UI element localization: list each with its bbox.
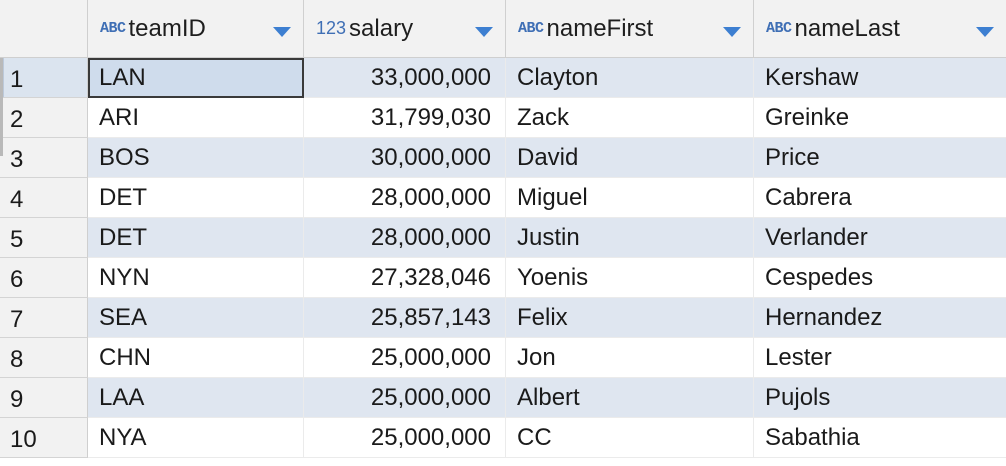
- cell-teamid[interactable]: BOS: [88, 138, 304, 178]
- row-number[interactable]: 3: [0, 138, 88, 178]
- cell-namelast[interactable]: Sabathia: [754, 418, 1006, 458]
- column-header-namelast[interactable]: ABC nameLast: [754, 0, 1006, 58]
- cell-namefirst[interactable]: Zack: [506, 98, 754, 138]
- chevron-down-icon[interactable]: [273, 27, 291, 37]
- text-type-icon: ABC: [518, 20, 544, 37]
- cell-namefirst[interactable]: CC: [506, 418, 754, 458]
- cell-namelast[interactable]: Cespedes: [754, 258, 1006, 298]
- cell-namefirst[interactable]: Yoenis: [506, 258, 754, 298]
- cell-salary[interactable]: 25,857,143: [304, 298, 506, 338]
- grid-corner[interactable]: [0, 0, 88, 58]
- window-edge: [0, 138, 3, 156]
- cell-teamid[interactable]: NYN: [88, 258, 304, 298]
- cell-salary[interactable]: 31,799,030: [304, 98, 506, 138]
- row-number[interactable]: 9: [0, 378, 88, 418]
- text-type-icon: ABC: [766, 20, 792, 37]
- text-type-icon: ABC: [100, 20, 126, 37]
- cell-salary[interactable]: 33,000,000: [304, 58, 506, 98]
- chevron-down-icon[interactable]: [475, 27, 493, 37]
- cell-namefirst[interactable]: Jon: [506, 338, 754, 378]
- row-number[interactable]: 5: [0, 218, 88, 258]
- cell-teamid[interactable]: ARI: [88, 98, 304, 138]
- column-header-namefirst[interactable]: ABC nameFirst: [506, 0, 754, 58]
- cell-teamid[interactable]: DET: [88, 218, 304, 258]
- column-header-teamid[interactable]: ABC teamID: [88, 0, 304, 58]
- chevron-down-icon[interactable]: [723, 27, 741, 37]
- cell-teamid[interactable]: DET: [88, 178, 304, 218]
- cell-namelast[interactable]: Verlander: [754, 218, 1006, 258]
- window-edge: [0, 58, 3, 146]
- cell-namelast[interactable]: Price: [754, 138, 1006, 178]
- row-number[interactable]: 4: [0, 178, 88, 218]
- column-name: salary: [349, 14, 414, 42]
- cell-teamid[interactable]: NYA: [88, 418, 304, 458]
- row-number[interactable]: 6: [0, 258, 88, 298]
- cell-salary[interactable]: 28,000,000: [304, 218, 506, 258]
- column-header-salary[interactable]: 123 salary: [304, 0, 506, 58]
- cell-salary[interactable]: 25,000,000: [304, 378, 506, 418]
- row-number[interactable]: 1: [0, 58, 88, 98]
- cell-namefirst[interactable]: David: [506, 138, 754, 178]
- cell-namefirst[interactable]: Miguel: [506, 178, 754, 218]
- cell-namelast[interactable]: Pujols: [754, 378, 1006, 418]
- cell-teamid[interactable]: LAN: [88, 58, 304, 98]
- cell-namelast[interactable]: Kershaw: [754, 58, 1006, 98]
- cell-namefirst[interactable]: Albert: [506, 378, 754, 418]
- cell-namefirst[interactable]: Clayton: [506, 58, 754, 98]
- cell-teamid[interactable]: CHN: [88, 338, 304, 378]
- cell-namelast[interactable]: Lester: [754, 338, 1006, 378]
- cell-teamid[interactable]: LAA: [88, 378, 304, 418]
- cell-namefirst[interactable]: Felix: [506, 298, 754, 338]
- chevron-down-icon[interactable]: [976, 27, 994, 37]
- cell-namelast[interactable]: Hernandez: [754, 298, 1006, 338]
- cell-namelast[interactable]: Greinke: [754, 98, 1006, 138]
- cell-salary[interactable]: 28,000,000: [304, 178, 506, 218]
- cell-salary[interactable]: 25,000,000: [304, 418, 506, 458]
- row-number[interactable]: 10: [0, 418, 88, 458]
- row-number[interactable]: 8: [0, 338, 88, 378]
- number-type-icon: 123: [316, 18, 347, 38]
- cell-teamid[interactable]: SEA: [88, 298, 304, 338]
- cell-namelast[interactable]: Cabrera: [754, 178, 1006, 218]
- cell-salary[interactable]: 25,000,000: [304, 338, 506, 378]
- column-name: nameLast: [794, 14, 900, 42]
- cell-salary[interactable]: 30,000,000: [304, 138, 506, 178]
- row-number[interactable]: 2: [0, 98, 88, 138]
- cell-namefirst[interactable]: Justin: [506, 218, 754, 258]
- row-number[interactable]: 7: [0, 298, 88, 338]
- column-name: nameFirst: [546, 14, 654, 42]
- cell-salary[interactable]: 27,328,046: [304, 258, 506, 298]
- column-name: teamID: [128, 14, 206, 42]
